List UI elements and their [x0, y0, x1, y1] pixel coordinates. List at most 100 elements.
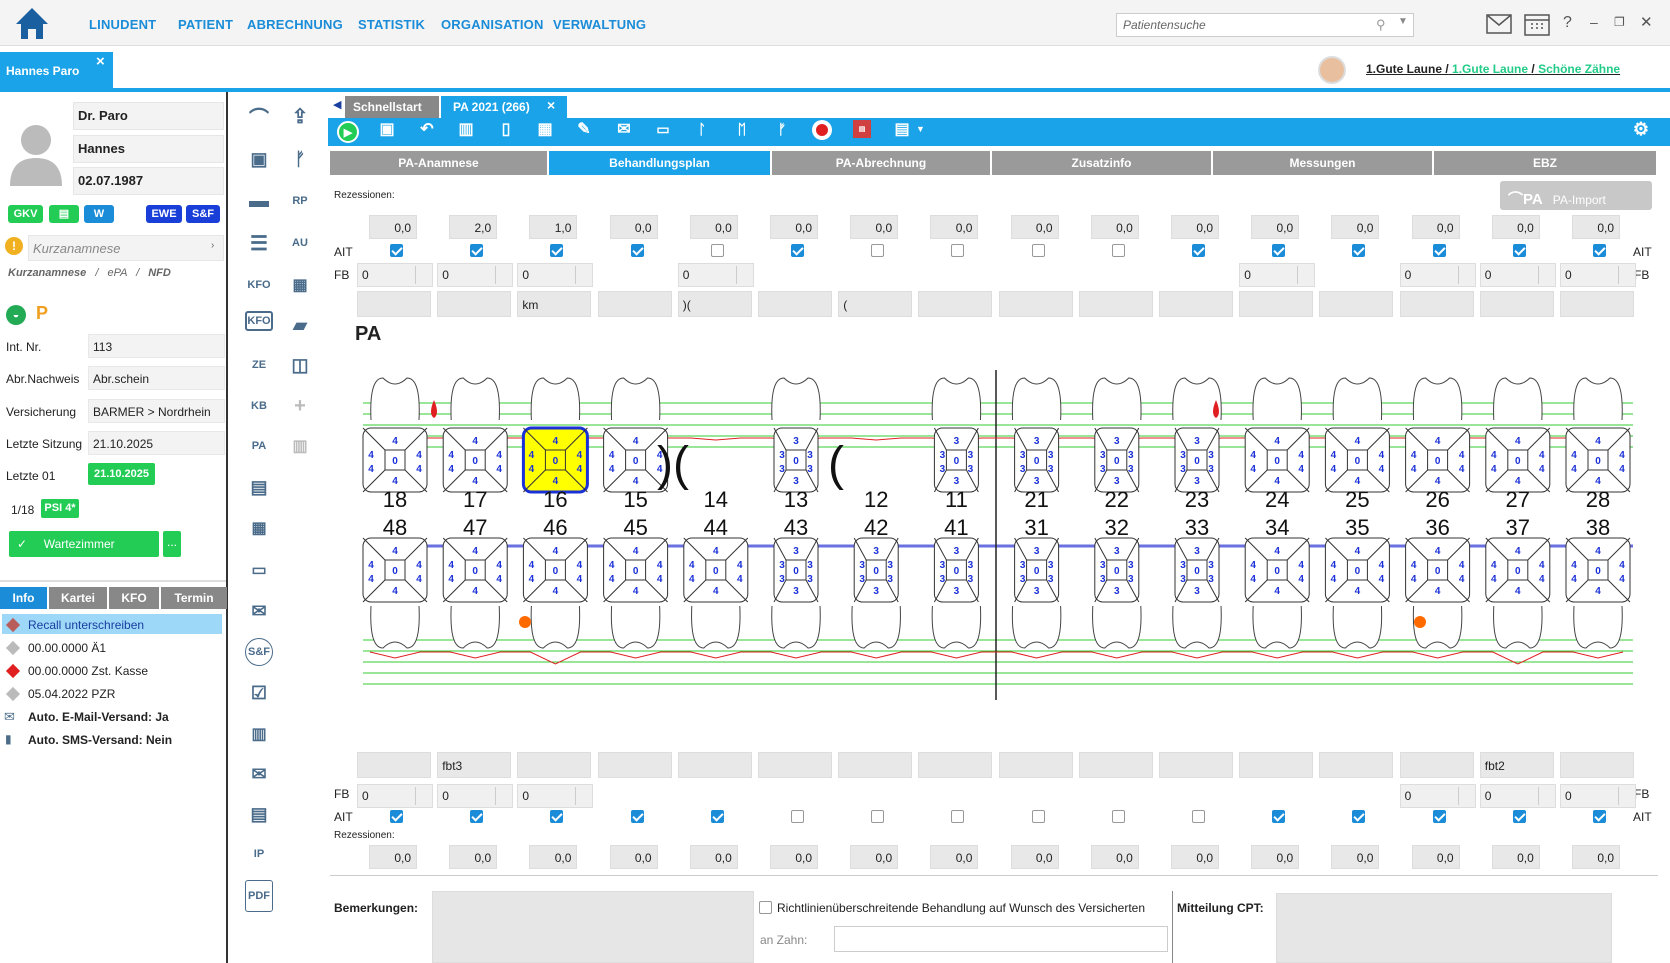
rezession-field[interactable]: 0,0 — [689, 215, 738, 239]
an-zahn-input[interactable] — [834, 926, 1168, 952]
au-icon[interactable]: AU — [292, 237, 308, 249]
ait-checkbox[interactable] — [1192, 810, 1205, 823]
ait-checkbox[interactable] — [1432, 810, 1446, 823]
wartezimmer-button[interactable]: ✓ Wartezimmer — [9, 531, 159, 557]
close-doc-tab-icon[interactable]: × — [547, 97, 556, 113]
rezession-field[interactable]: 0,0 — [1171, 845, 1219, 869]
kfo-icon[interactable]: KFO — [245, 311, 273, 331]
rezession-field[interactable]: 0,0 — [1251, 845, 1300, 869]
user-context[interactable]: 1.Gute Laune / 1.Gute Laune / Schöne Zäh… — [1366, 62, 1620, 76]
rezession-field[interactable]: 0,0 — [1090, 215, 1139, 239]
documents-icon[interactable]: ▤ — [250, 476, 268, 497]
rezession-field[interactable]: 1,0 — [529, 215, 578, 239]
plus-icon[interactable]: + — [294, 394, 306, 417]
ait-checkbox[interactable] — [1352, 810, 1366, 823]
fb-select[interactable]: 0 — [517, 263, 594, 287]
tooth-note-field[interactable] — [1159, 291, 1233, 317]
ait-checkbox[interactable] — [1593, 810, 1606, 823]
envelope-icon[interactable]: ✉ — [617, 121, 631, 138]
ait-checkbox[interactable] — [1593, 244, 1606, 257]
tooth-l-icon[interactable]: ᛚ — [697, 121, 707, 137]
tooth-note-field[interactable] — [1479, 291, 1554, 317]
sf-badge[interactable]: S&F — [186, 205, 220, 223]
mail-icon[interactable] — [1486, 14, 1512, 34]
rezession-field[interactable]: 0,0 — [1411, 845, 1460, 869]
ait-checkbox[interactable] — [470, 244, 484, 257]
more-button[interactable]: ... — [163, 531, 181, 557]
tooth-note-field[interactable] — [597, 291, 672, 317]
ait-checkbox[interactable] — [871, 810, 885, 823]
ait-checkbox[interactable] — [390, 810, 403, 823]
home-icon[interactable] — [14, 6, 50, 40]
tooth-note-field[interactable] — [918, 291, 993, 317]
rezession-field[interactable]: 0,0 — [1171, 215, 1219, 239]
rezession-field[interactable]: 0,0 — [609, 215, 658, 239]
tab-info[interactable]: Info — [0, 587, 47, 609]
info-item[interactable]: 00.00.0000 Zst. Kasse — [28, 664, 149, 678]
tooth-note-field[interactable]: ( — [838, 291, 913, 317]
list-icon[interactable]: ☰ — [250, 232, 268, 255]
ait-checkbox[interactable] — [1031, 810, 1045, 823]
record-icon[interactable] — [812, 120, 832, 140]
tab-behandlungsplan[interactable]: Behandlungsplan — [549, 151, 770, 175]
tooth-note-field[interactable] — [998, 291, 1073, 317]
folder-icon[interactable]: ▬ — [249, 189, 269, 212]
search-icon[interactable]: ⚲ — [1376, 17, 1386, 32]
sublink-epa[interactable]: ePA — [107, 267, 128, 279]
rezession-field[interactable]: 0,0 — [1491, 845, 1540, 869]
tab-termin[interactable]: Termin — [161, 587, 227, 609]
ait-checkbox[interactable] — [1192, 244, 1205, 257]
ait-checkbox[interactable] — [1111, 810, 1125, 823]
trash-icon[interactable]: ▥ — [292, 438, 308, 455]
info-item[interactable]: Recall unterschreiben — [28, 618, 145, 632]
fb-select[interactable]: 0 — [517, 784, 594, 808]
sublink-nfd[interactable]: NFD — [148, 267, 171, 279]
word-icon[interactable]: W — [84, 205, 114, 223]
tooth-note-field[interactable] — [1399, 291, 1474, 317]
new-doc-icon[interactable]: ▯ — [501, 121, 511, 138]
info-item[interactable]: 05.04.2022 PZR — [28, 687, 116, 701]
nav-linudent[interactable]: LINUDENT — [89, 17, 157, 32]
rezession-field[interactable]: 0,0 — [1411, 215, 1460, 239]
export-icon[interactable]: ⇪ — [291, 105, 309, 128]
tab-scroll-left-icon[interactable]: ◀ — [333, 99, 342, 111]
save-icon[interactable]: ▣ — [379, 121, 395, 138]
play-icon[interactable]: ▶ — [337, 121, 359, 143]
card-icon[interactable]: ▤ — [49, 205, 79, 223]
gkv-badge[interactable]: GKV — [8, 205, 43, 223]
rezession-field[interactable]: 0,0 — [770, 215, 818, 239]
ait-checkbox[interactable] — [1272, 810, 1286, 823]
rezession-field[interactable]: 0,0 — [369, 845, 417, 869]
tooth-icon[interactable]: ⌒ — [249, 107, 269, 130]
schedule-icon[interactable]: ▦ — [251, 520, 267, 537]
tooth-note-field[interactable] — [597, 752, 672, 778]
delete-icon[interactable]: ▥ — [458, 121, 474, 138]
ait-checkbox[interactable] — [710, 810, 724, 823]
rezession-field[interactable]: 0,0 — [1572, 215, 1620, 239]
binders-icon[interactable]: ▥ — [251, 726, 267, 743]
open-book-icon[interactable]: ◫ — [291, 354, 309, 375]
close-window-icon[interactable]: ✕ — [1640, 14, 1653, 31]
bemerkungen-field[interactable] — [432, 891, 754, 963]
ait-checkbox[interactable] — [470, 810, 484, 823]
patient-tab[interactable]: Hannes Paro — [0, 52, 113, 90]
info-item[interactable]: 00.00.0000 Ä1 — [28, 641, 107, 655]
ait-checkbox[interactable] — [390, 244, 403, 257]
calendar-a-icon[interactable]: ▦ — [292, 277, 308, 294]
close-patient-tab-icon[interactable]: × — [96, 53, 105, 70]
tooth-note-field[interactable]: km — [517, 291, 592, 317]
help-icon[interactable]: ? — [1563, 14, 1572, 31]
tab-ebz[interactable]: EBZ — [1434, 151, 1656, 175]
undo-icon[interactable]: ↶ — [420, 121, 434, 138]
print-dropdown-icon[interactable]: ▼ — [916, 124, 925, 134]
tooth-note-field[interactable] — [517, 752, 592, 778]
edit-doc-icon[interactable]: ✎ — [577, 121, 591, 138]
pa-icon[interactable]: PA — [251, 440, 267, 452]
ait-checkbox[interactable] — [791, 244, 804, 257]
print-icon[interactable]: ▤ — [894, 121, 910, 138]
rezession-field[interactable]: 0,0 — [930, 215, 979, 239]
info-row-selected[interactable] — [2, 614, 222, 634]
ait-checkbox[interactable] — [791, 810, 804, 823]
rezession-field[interactable]: 0,0 — [529, 845, 578, 869]
ze-icon[interactable]: ZE — [251, 359, 267, 371]
